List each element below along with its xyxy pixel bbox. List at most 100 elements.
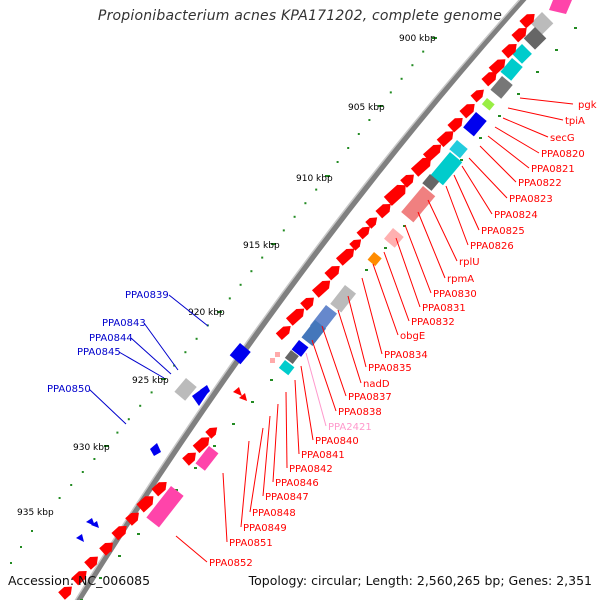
gene-feature-red[interactable] <box>365 214 380 229</box>
gene-label-right[interactable]: obgE <box>400 331 425 342</box>
gene-feature-red[interactable] <box>111 522 130 541</box>
gene-feature-red[interactable] <box>151 478 170 497</box>
gene-feature-red[interactable] <box>71 567 90 586</box>
gene-feature-red[interactable] <box>501 40 520 59</box>
gene-label-left[interactable]: PPA0850 <box>47 384 91 395</box>
gene-label-right[interactable]: PPA0824 <box>494 210 538 221</box>
gene-label-right[interactable]: PPA0830 <box>433 289 477 300</box>
gene-feature-red[interactable] <box>311 277 334 298</box>
gene-feature-red[interactable] <box>335 245 358 266</box>
gene-label-left[interactable]: PPA0845 <box>77 347 121 358</box>
gene-feature-red[interactable] <box>436 128 457 148</box>
gene-label-right[interactable]: PPA0835 <box>368 363 412 374</box>
gene-label-right[interactable]: PPA2421 <box>328 422 372 433</box>
gene-label-right[interactable]: secG <box>550 133 575 144</box>
gene-label-right[interactable]: rpmA <box>447 274 474 285</box>
gene-feature-salmon[interactable] <box>401 186 436 223</box>
gene-feature-red[interactable] <box>285 305 308 326</box>
gene-feature-red[interactable] <box>182 449 199 466</box>
gene-feature-blue[interactable] <box>76 534 84 542</box>
gene-feature-red[interactable] <box>205 424 220 439</box>
gene-label-left[interactable]: PPA0843 <box>102 318 146 329</box>
gene-feature-red[interactable] <box>103 544 112 552</box>
gene-feature-pink[interactable] <box>549 0 572 14</box>
gene-feature-orange[interactable] <box>367 252 382 267</box>
gene-label-right[interactable]: PPA0849 <box>243 523 287 534</box>
gene-label-right[interactable]: PPA0840 <box>315 436 359 447</box>
gene-feature-grey[interactable] <box>422 174 440 191</box>
gene-feature-red[interactable] <box>84 553 101 570</box>
gene-feature-lightgreen[interactable] <box>481 98 495 111</box>
gene-feature-red[interactable] <box>422 141 445 162</box>
gene-feature-cyan[interactable] <box>500 58 523 81</box>
gene-feature-red[interactable] <box>275 323 294 341</box>
gene-feature-pink[interactable] <box>195 446 219 471</box>
gene-label-right[interactable]: PPA0837 <box>348 392 392 403</box>
gene-feature-red[interactable] <box>356 223 373 240</box>
gene-label-right[interactable]: PPA0821 <box>531 164 575 175</box>
gene-label-left[interactable]: PPA0844 <box>89 333 133 344</box>
label-leader-line <box>143 322 179 371</box>
gene-label-right[interactable]: PPA0847 <box>265 492 309 503</box>
gene-feature-red[interactable] <box>400 171 417 188</box>
gene-feature-red[interactable] <box>481 68 500 87</box>
gene-label-right[interactable]: PPA0846 <box>275 478 319 489</box>
gene-feature-salmon[interactable] <box>384 228 404 248</box>
gene-feature-red[interactable] <box>447 114 466 133</box>
gene-feature-red[interactable] <box>470 86 487 103</box>
gene-feature-blue[interactable] <box>150 443 161 456</box>
gene-feature-cyan[interactable] <box>430 152 463 186</box>
gene-label-right[interactable]: tpiA <box>565 116 585 127</box>
gene-feature-red[interactable] <box>58 583 75 600</box>
gene-feature-red[interactable] <box>233 387 242 396</box>
gene-feature-blue[interactable] <box>291 340 309 357</box>
gene-label-right[interactable]: PPA0842 <box>289 464 333 475</box>
gene-label-right[interactable]: PPA0820 <box>541 149 585 160</box>
gene-feature-red[interactable] <box>519 10 538 29</box>
gene-feature-cyan[interactable] <box>449 140 468 159</box>
gene-feature-red[interactable] <box>324 262 343 281</box>
gene-feature-red[interactable] <box>375 200 394 219</box>
gene-label-right[interactable]: pgk <box>578 100 597 111</box>
gene-label-right[interactable]: PPA0822 <box>518 178 562 189</box>
gene-label-right[interactable]: PPA0851 <box>229 538 273 549</box>
gene-feature-grey[interactable] <box>490 76 513 99</box>
gene-label-right[interactable]: PPA0834 <box>384 350 428 361</box>
gene-label-right[interactable]: PPA0823 <box>509 194 553 205</box>
gene-label-right[interactable]: PPA0852 <box>209 558 253 569</box>
gene-label-right[interactable]: PPA0848 <box>252 508 296 519</box>
gene-feature-salmon[interactable] <box>275 352 280 357</box>
gene-feature-red[interactable] <box>125 509 142 526</box>
gene-feature-red[interactable] <box>136 492 157 513</box>
gene-feature-blue[interactable] <box>200 385 210 396</box>
gene-feature-red[interactable] <box>349 236 364 251</box>
gene-label-right[interactable]: rplU <box>459 257 480 268</box>
gene-label-right[interactable]: PPA0841 <box>301 450 345 461</box>
gene-label-right[interactable]: PPA0826 <box>470 241 514 252</box>
gene-label-right[interactable]: PPA0831 <box>422 303 466 314</box>
gene-feature-red[interactable] <box>239 393 247 401</box>
scale-tick-inner <box>517 93 520 95</box>
gene-feature-blue[interactable] <box>229 343 251 365</box>
gene-label-left[interactable]: PPA0839 <box>125 290 169 301</box>
gene-feature-red[interactable] <box>383 181 410 206</box>
gene-label-right[interactable]: PPA0838 <box>338 407 382 418</box>
gene-feature-red[interactable] <box>300 294 317 311</box>
gene-feature-blue[interactable] <box>463 112 487 137</box>
gene-feature-grey[interactable] <box>174 378 197 401</box>
gene-feature-pink[interactable] <box>146 486 184 528</box>
gene-feature-red[interactable] <box>410 154 435 177</box>
gene-label-right[interactable]: PPA0832 <box>411 317 455 328</box>
gene-feature-salmon[interactable] <box>270 358 275 363</box>
gene-feature-blue[interactable] <box>91 521 99 528</box>
gene-feature-red[interactable] <box>488 56 509 76</box>
gene-feature-red[interactable] <box>511 24 530 43</box>
gene-label-right[interactable]: PPA0825 <box>481 226 525 237</box>
gene-feature-grey[interactable] <box>330 285 357 313</box>
gene-label-right[interactable]: nadD <box>363 379 390 390</box>
gene-feature-grey[interactable] <box>284 350 299 365</box>
gene-feature-blue[interactable] <box>301 320 327 346</box>
gene-feature-cyan[interactable] <box>278 360 295 376</box>
gene-feature-red[interactable] <box>459 100 478 119</box>
gene-feature-red[interactable] <box>192 434 213 454</box>
